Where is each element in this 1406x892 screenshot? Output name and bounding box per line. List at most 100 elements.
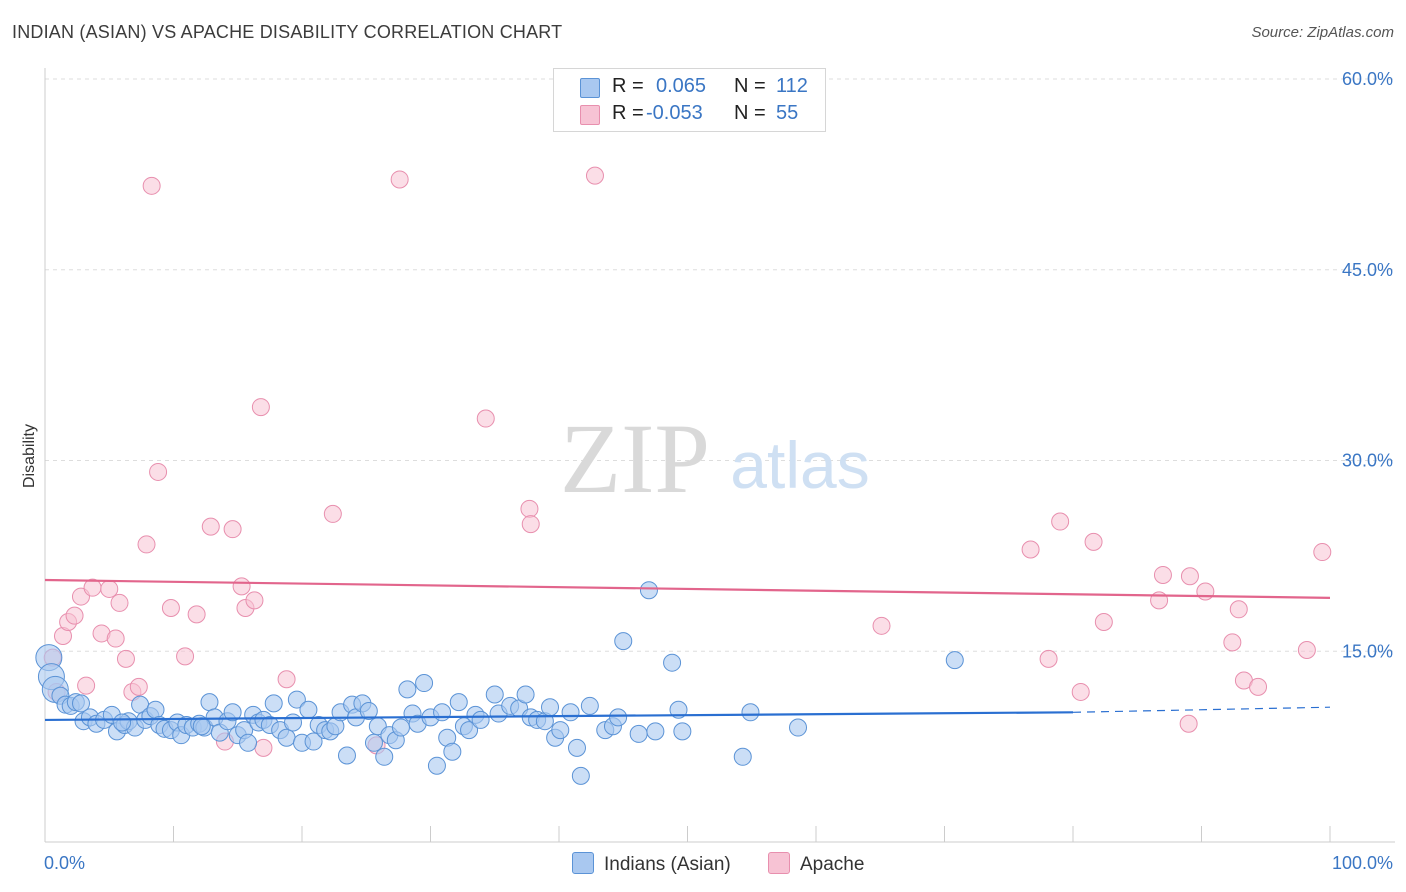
watermark-zip: ZIP [560,403,710,514]
legend-indians-asian: Indians (Asian) [572,852,731,876]
indians-asian-point [945,651,964,670]
apache-point [1071,682,1090,701]
indians-asian-point [71,694,90,713]
apache-point [110,593,129,612]
indians-asian-point [516,685,535,704]
y-tick-label: 60.0% [1342,69,1393,89]
indians-asian-points [35,581,964,785]
r-value: -0.053 [646,102,703,124]
y-tick-label: 15.0% [1342,641,1393,661]
apache-point [129,677,148,696]
indians-asian-point [364,733,383,752]
apache-point [521,515,540,534]
indians-asian-point [264,694,283,713]
indians-asian-point [541,698,560,717]
apache-point [520,499,539,518]
apache-point [232,577,251,596]
grid [45,78,1395,652]
indians-asian-point [192,717,211,736]
apache-point [106,629,125,648]
apache-point [1249,677,1268,696]
indians-asian-point [639,581,658,600]
x-tick-label: 0.0% [44,853,85,873]
pink-swatch-icon [580,105,600,125]
indians-asian-point [284,713,303,732]
indians-asian-point [663,653,682,672]
indians-asian-point [287,690,306,709]
indians-asian-point [571,766,590,785]
apache-point [1223,633,1242,652]
indians-asian-point [146,700,165,719]
apache-point [1229,600,1248,619]
apache-point [116,649,135,668]
n-label: N = [734,75,766,97]
apache-point [77,676,96,695]
indians-asian-point [609,708,628,727]
indians-asian-point [614,632,633,651]
apache-point [149,462,168,481]
apache-point [245,591,264,610]
indians-asian-point [304,732,323,751]
apache-point [142,176,161,195]
indians-asian-point [567,738,586,757]
apache-point [1084,532,1103,551]
r-label: R = [612,75,644,97]
apache-point [1179,714,1198,733]
indians-asian-point [673,722,692,741]
n-value: 112 [776,75,808,97]
indians-asian-point [629,724,648,743]
apache-point [1297,640,1316,659]
indians-asian-point [415,674,434,693]
indians-asian-point [239,733,258,752]
legend-apache-label: Apache [800,854,865,875]
apache-point [161,599,180,618]
legend-apache: Apache [768,852,864,876]
correlation-legend: R = 0.065 N = 112 R = -0.053 N = 55 [553,68,826,132]
n-value: 55 [776,102,799,124]
y-tick-label: 30.0% [1342,451,1393,471]
apache-point [251,398,270,417]
apache-point [137,535,156,554]
apache-point [254,738,273,757]
trend-lines [44,578,1331,722]
y-axis-title: Disability [21,424,38,488]
watermark-atlas: atlas [730,428,869,502]
apache-point [476,409,495,428]
apache-trend-line [44,578,1331,599]
indians-asian-point [277,728,296,747]
indians-asian-point [646,722,665,741]
indians-trend-extension [1072,706,1331,713]
apache-point [100,579,119,598]
r-value: 0.065 [656,75,707,97]
apache-point [1039,649,1058,668]
indians-asian-point [299,700,318,719]
r-label: R = [612,102,644,124]
indians-asian-point [669,700,688,719]
indians-asian-point [433,703,452,722]
indians-asian-point [113,713,132,732]
pink-swatch-icon [768,852,790,874]
indians-asian-point [391,718,410,737]
apache-point [65,606,84,625]
apache-point [1051,512,1070,531]
apache-point [872,616,891,635]
apache-point [187,605,206,624]
indians-asian-point [551,721,570,740]
apache-point [201,517,220,536]
axis-labels: 15.0% 30.0% 45.0% 60.0% 0.0% 100.0% [44,69,1393,873]
indians-asian-point [200,693,219,712]
source-label: Source: ZipAtlas.com [1251,24,1394,41]
indians-asian-point [443,742,462,761]
indians-asian-point [741,703,760,722]
apache-point [223,520,242,539]
apache-point [277,670,296,689]
indians-asian-point [337,746,356,765]
apache-point [1021,540,1040,559]
axes [44,68,1395,843]
blue-swatch-icon [572,852,594,874]
indians-trend-line [44,711,1074,722]
chart-title: INDIAN (ASIAN) VS APACHE DISABILITY CORR… [12,22,563,42]
indians-asian-point [485,685,504,704]
indians-asian-point [398,680,417,699]
